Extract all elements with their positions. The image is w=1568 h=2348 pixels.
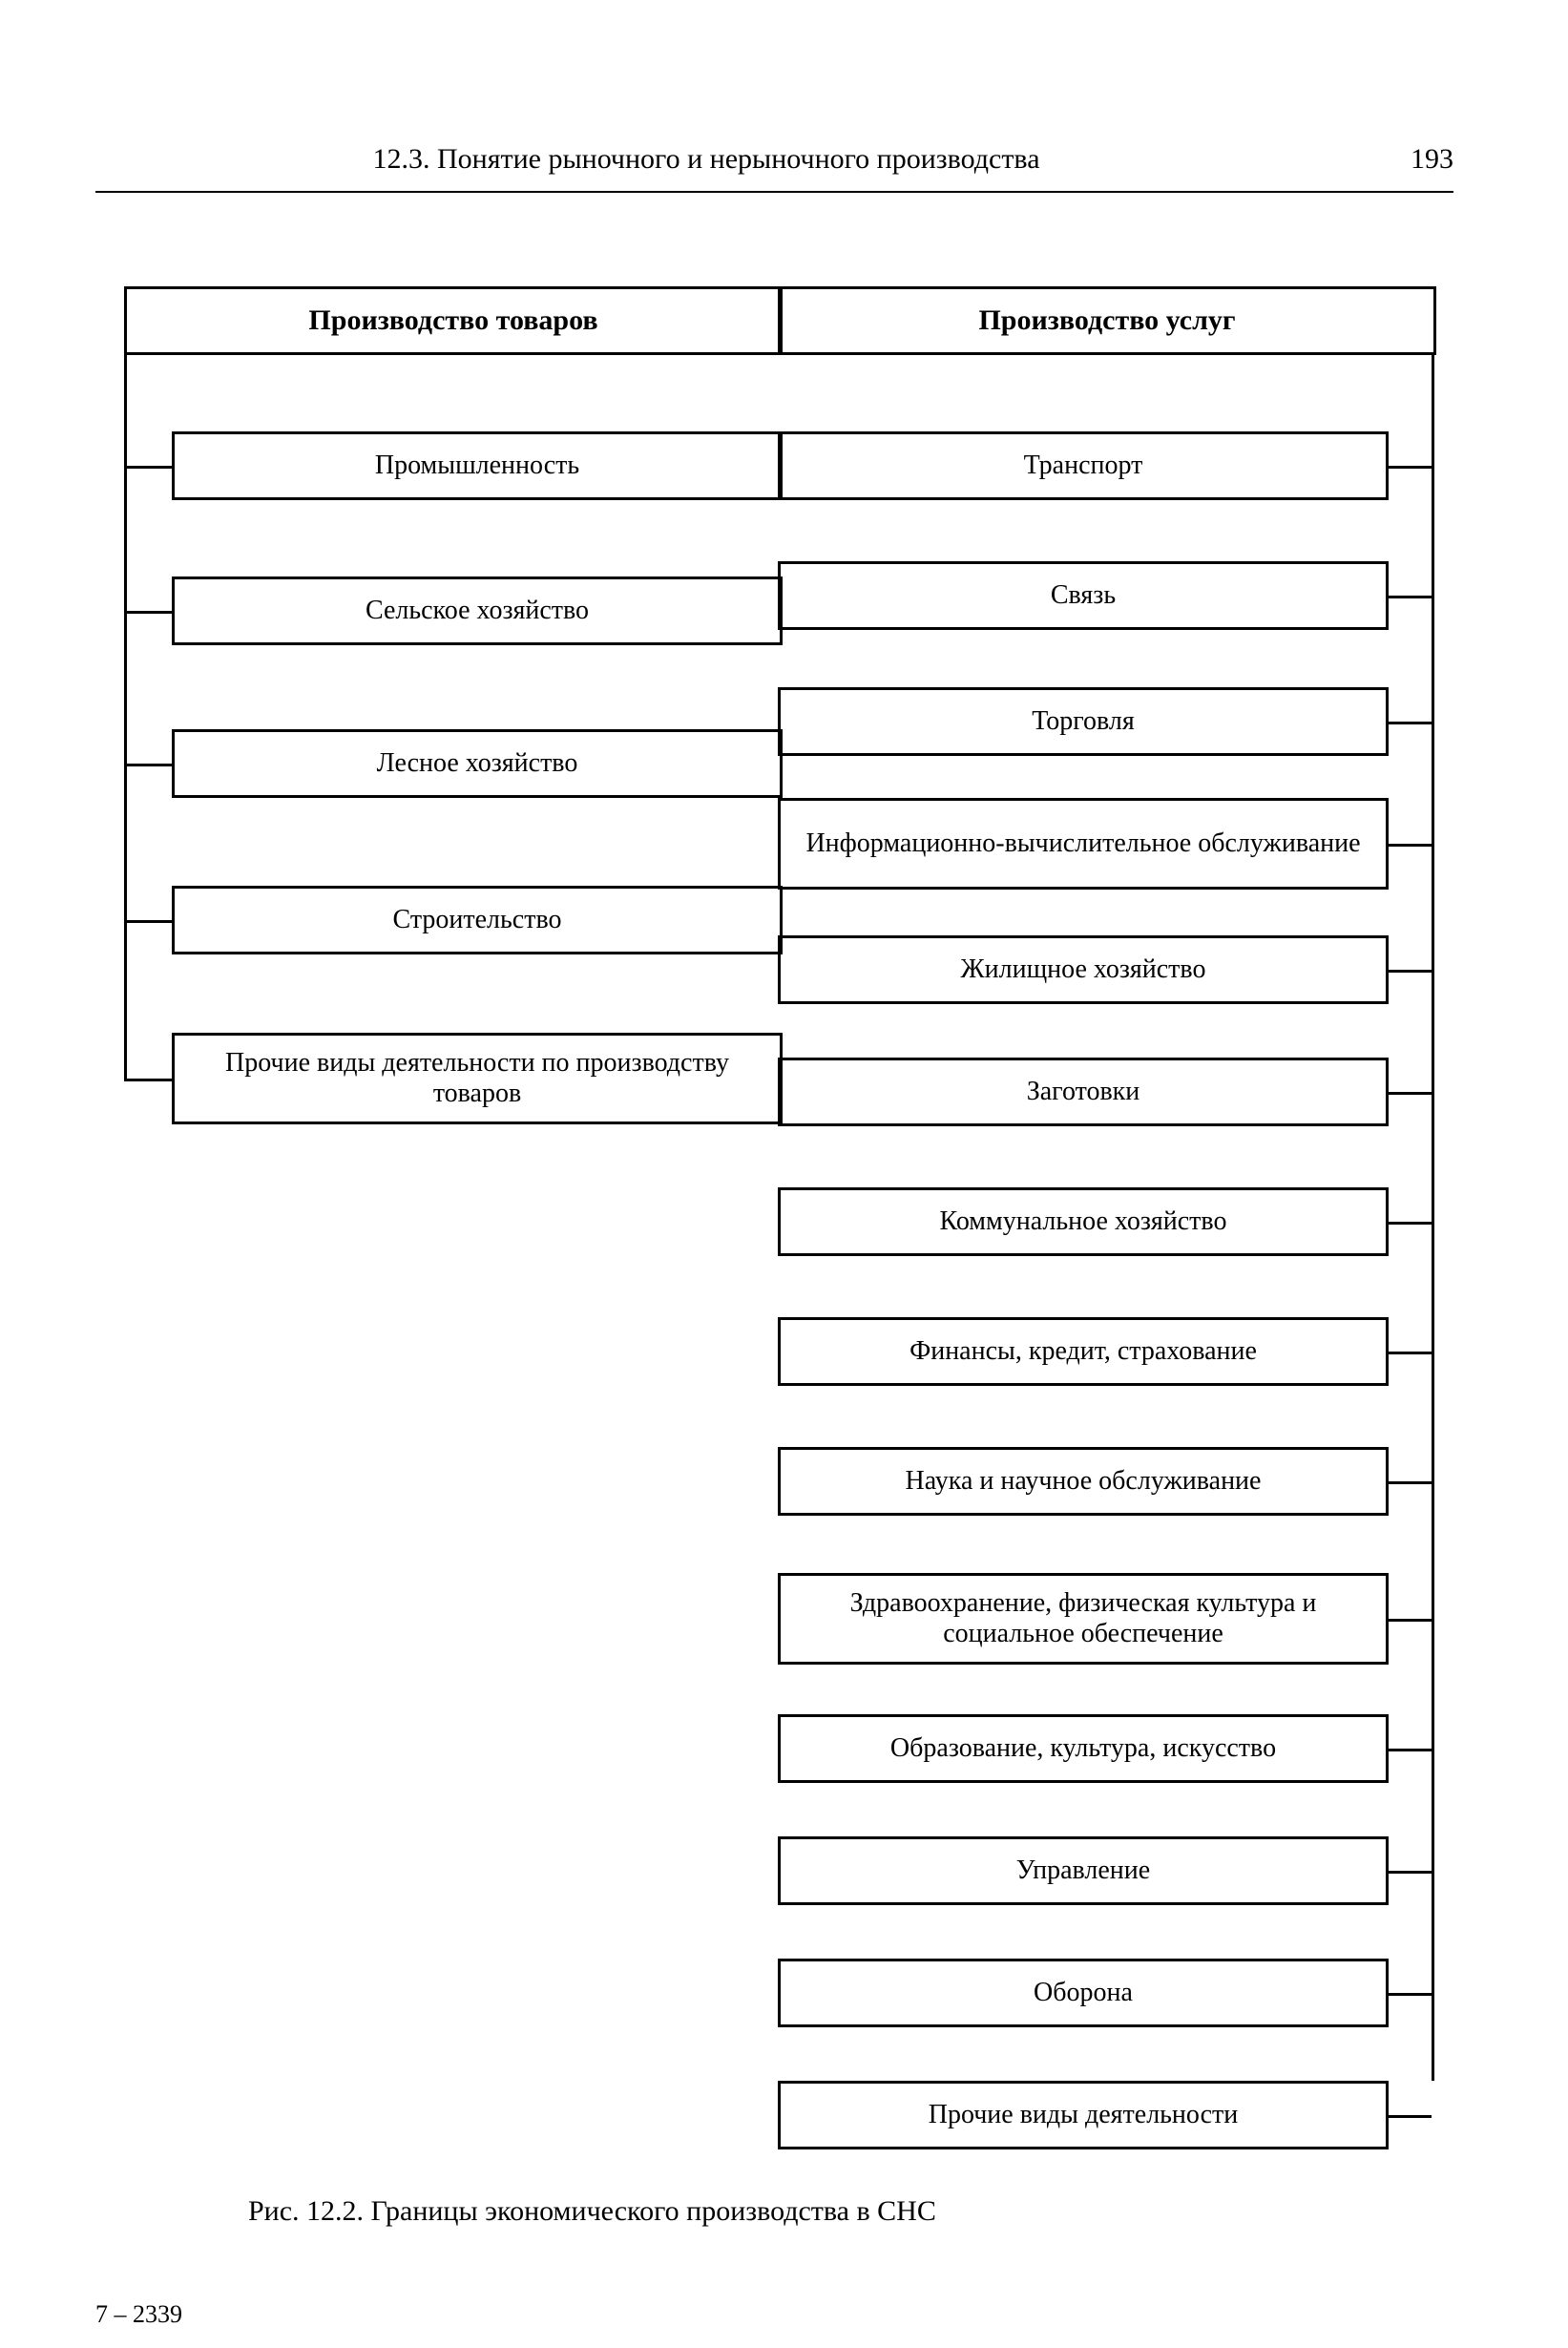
services-connector-1 bbox=[1389, 596, 1432, 598]
services-item-4-label: Жилищное хозяйство bbox=[961, 954, 1206, 985]
services-spine bbox=[1432, 355, 1434, 2081]
services-item-3: Информационно-вычислительное обслуживани… bbox=[778, 798, 1389, 890]
services-item-1: Связь bbox=[778, 561, 1389, 630]
services-item-5: Заготовки bbox=[778, 1058, 1389, 1126]
goods-connector-3 bbox=[124, 920, 172, 923]
services-item-6-label: Коммунальное хозяйство bbox=[940, 1206, 1227, 1237]
page: 12.3. Понятие рыночного и нерыночного пр… bbox=[0, 0, 1568, 2348]
services-item-13-label: Прочие виды деятельности bbox=[929, 2100, 1239, 2130]
goods-header-box-label: Производство товаров bbox=[308, 304, 597, 338]
goods-item-2-label: Лесное хозяйство bbox=[377, 748, 578, 779]
services-item-12-label: Оборона bbox=[1034, 1978, 1133, 2008]
services-connector-13 bbox=[1389, 2115, 1432, 2118]
services-item-2: Торговля bbox=[778, 687, 1389, 756]
goods-connector-4 bbox=[124, 1079, 172, 1081]
services-connector-3 bbox=[1389, 844, 1432, 847]
services-item-1-label: Связь bbox=[1051, 580, 1116, 611]
services-item-11: Управление bbox=[778, 1836, 1389, 1905]
services-connector-5 bbox=[1389, 1092, 1432, 1095]
services-connector-9 bbox=[1389, 1619, 1432, 1622]
services-connector-7 bbox=[1389, 1352, 1432, 1354]
goods-item-4: Прочие виды деятельности по производству… bbox=[172, 1033, 783, 1124]
footer-code: 7 – 2339 bbox=[95, 2300, 182, 2329]
goods-item-2: Лесное хозяйство bbox=[172, 729, 783, 798]
services-connector-6 bbox=[1389, 1222, 1432, 1225]
services-connector-8 bbox=[1389, 1481, 1432, 1484]
services-item-7-label: Финансы, кредит, страхование bbox=[909, 1336, 1257, 1367]
services-item-0: Транспорт bbox=[778, 431, 1389, 500]
services-item-10-label: Образование, культура, искусство bbox=[890, 1733, 1276, 1764]
goods-spine bbox=[124, 355, 127, 1079]
figure-caption: Рис. 12.2. Границы экономического произв… bbox=[248, 2195, 936, 2228]
services-item-9: Здравоохранение, физическая культура и с… bbox=[778, 1573, 1389, 1665]
services-item-5-label: Заготовки bbox=[1027, 1077, 1140, 1107]
page-number: 193 bbox=[1411, 143, 1453, 176]
goods-item-1: Сельское хозяйство bbox=[172, 577, 783, 645]
goods-item-0-label: Промышленность bbox=[375, 451, 579, 481]
services-item-8: Наука и научное обслуживание bbox=[778, 1447, 1389, 1516]
services-item-12: Оборона bbox=[778, 1959, 1389, 2027]
goods-connector-1 bbox=[124, 611, 172, 614]
services-item-3-label: Информационно-вычислительное обслуживани… bbox=[805, 828, 1360, 859]
goods-item-4-label: Прочие виды деятельности по производству… bbox=[182, 1048, 772, 1109]
goods-connector-2 bbox=[124, 764, 172, 766]
services-header-box: Производство услуг bbox=[778, 286, 1436, 355]
services-item-9-label: Здравоохранение, физическая культура и с… bbox=[788, 1588, 1378, 1649]
services-connector-12 bbox=[1389, 1993, 1432, 1996]
goods-item-3-label: Строительство bbox=[393, 905, 562, 935]
services-item-6: Коммунальное хозяйство bbox=[778, 1187, 1389, 1256]
services-item-13: Прочие виды деятельности bbox=[778, 2081, 1389, 2149]
services-connector-4 bbox=[1389, 970, 1432, 973]
goods-item-1-label: Сельское хозяйство bbox=[366, 596, 589, 626]
goods-header-box: Производство товаров bbox=[124, 286, 783, 355]
services-connector-2 bbox=[1389, 722, 1432, 724]
goods-connector-0 bbox=[124, 466, 172, 469]
services-item-4: Жилищное хозяйство bbox=[778, 935, 1389, 1004]
services-item-7: Финансы, кредит, страхование bbox=[778, 1317, 1389, 1386]
services-connector-10 bbox=[1389, 1749, 1432, 1751]
goods-item-0: Промышленность bbox=[172, 431, 783, 500]
services-connector-11 bbox=[1389, 1871, 1432, 1874]
services-item-8-label: Наука и научное обслуживание bbox=[906, 1466, 1262, 1497]
services-header-box-label: Производство услуг bbox=[978, 304, 1235, 338]
services-item-10: Образование, культура, искусство bbox=[778, 1714, 1389, 1783]
header-rule bbox=[95, 191, 1453, 193]
services-item-11-label: Управление bbox=[1016, 1855, 1150, 1886]
services-item-0-label: Транспорт bbox=[1024, 451, 1143, 481]
goods-item-3: Строительство bbox=[172, 886, 783, 954]
services-item-2-label: Торговля bbox=[1032, 706, 1135, 737]
services-connector-0 bbox=[1389, 466, 1432, 469]
section-title: 12.3. Понятие рыночного и нерыночного пр… bbox=[248, 143, 1164, 176]
